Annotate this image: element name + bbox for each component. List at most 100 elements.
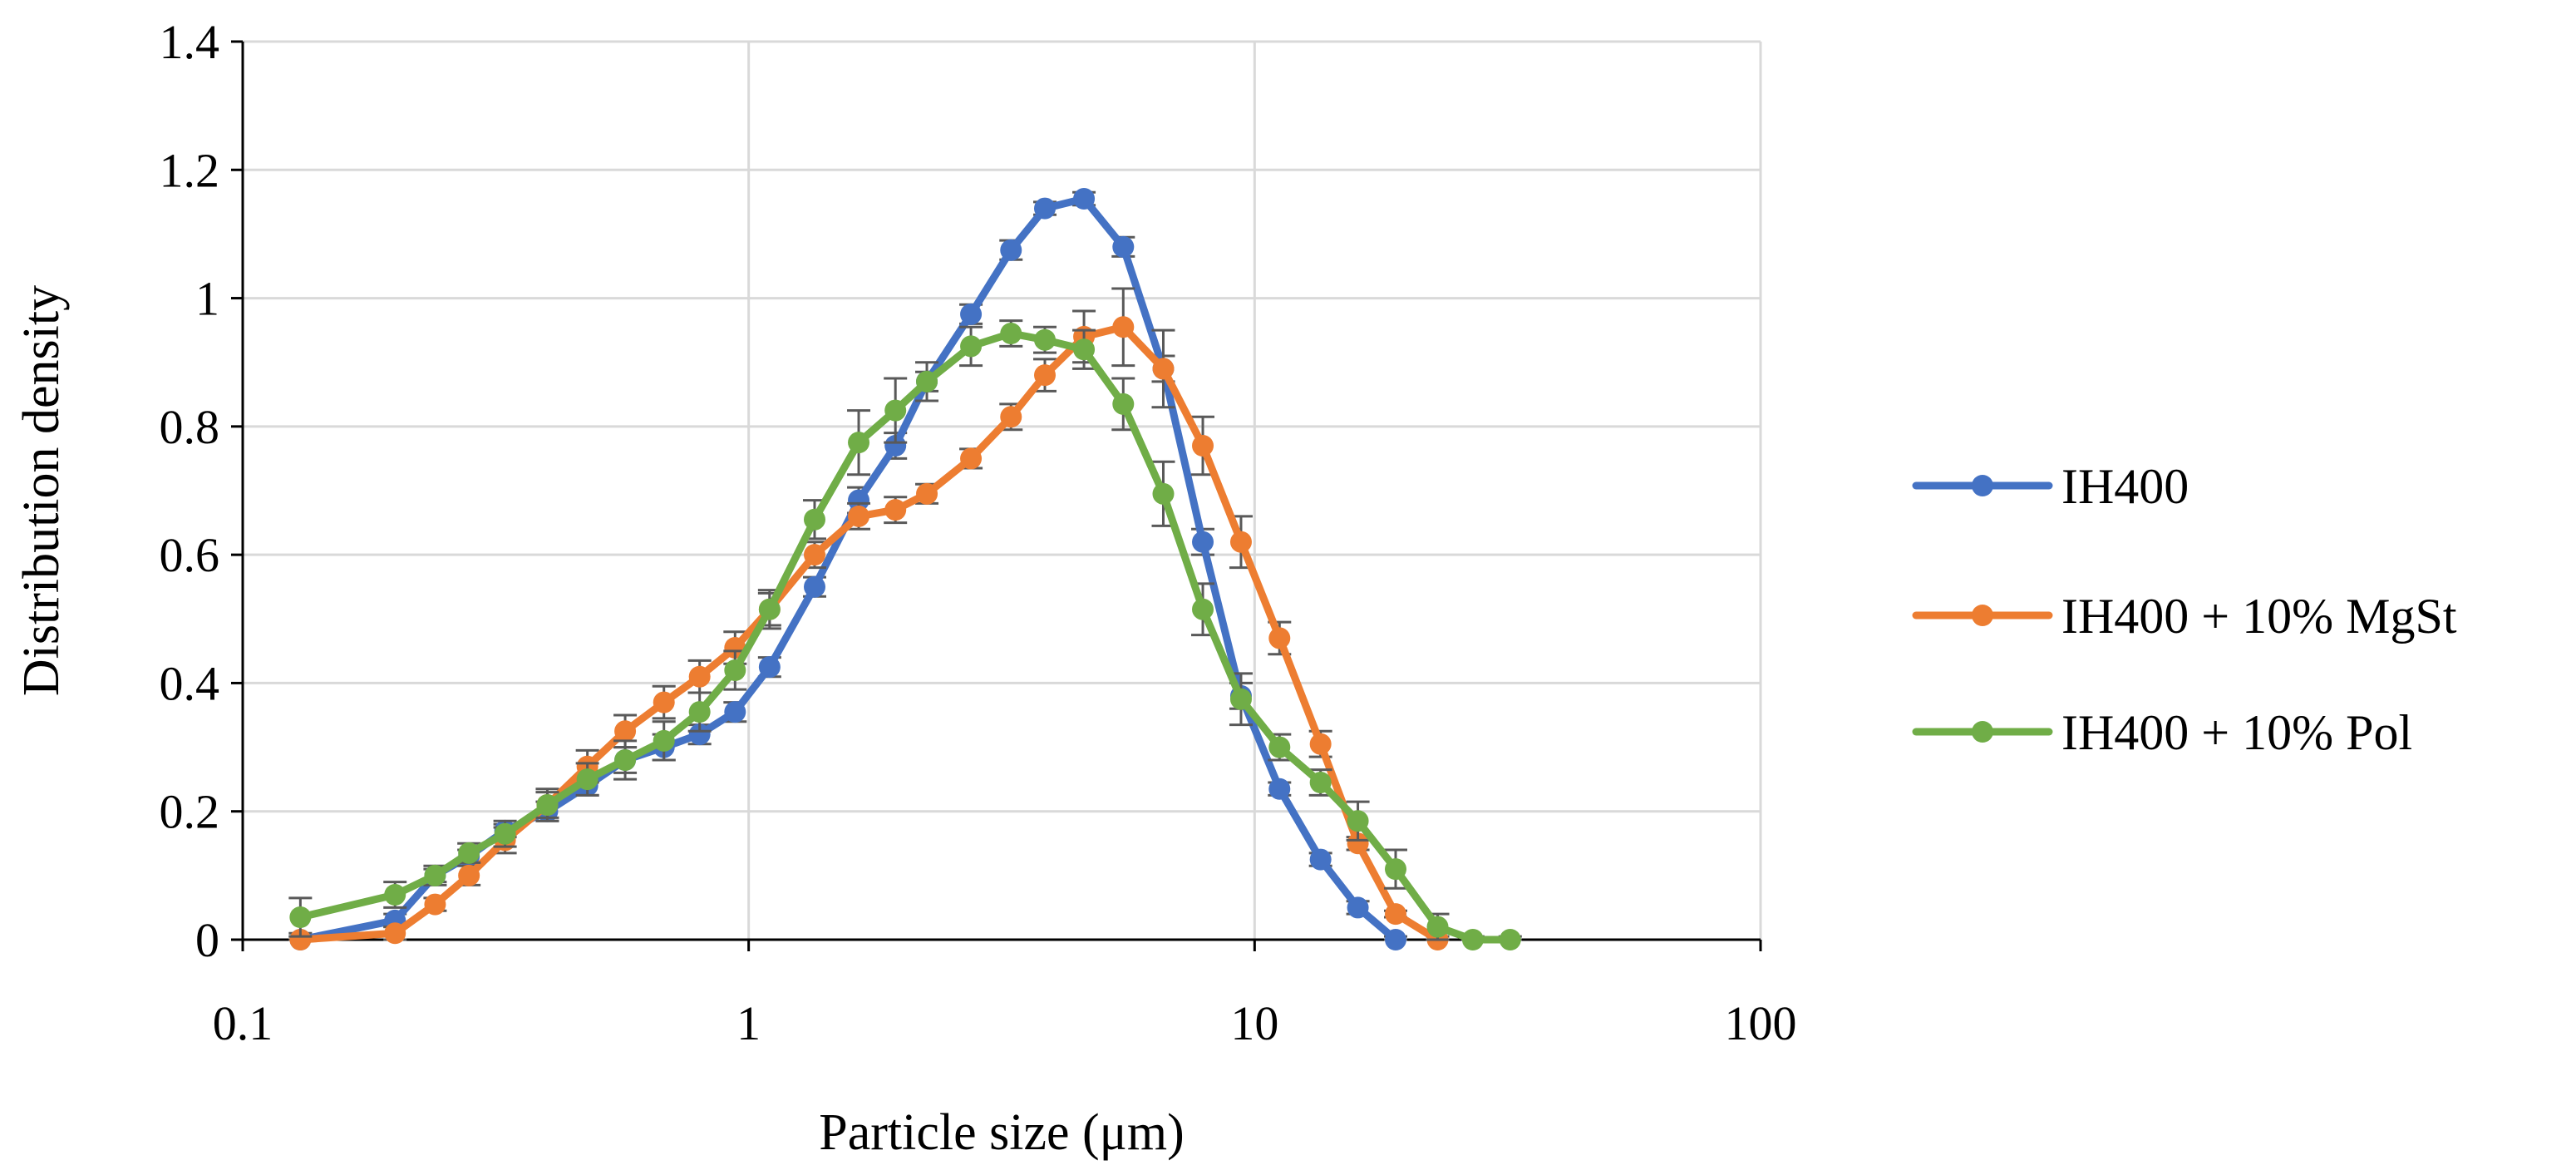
data-point	[1309, 772, 1332, 793]
data-point	[688, 665, 711, 688]
data-point	[884, 435, 907, 457]
data-point	[536, 794, 559, 816]
y-axis-title: Distribution density	[13, 285, 70, 696]
data-point	[1309, 848, 1332, 871]
legend-marker	[1972, 475, 1993, 496]
data-point	[1347, 810, 1369, 832]
data-point	[424, 864, 446, 886]
data-point	[1385, 929, 1407, 950]
legend-label: IH400	[2061, 459, 2189, 514]
data-point	[1229, 531, 1252, 553]
data-point	[424, 893, 446, 916]
data-point	[1347, 832, 1369, 855]
y-tick-label: 1.4	[160, 15, 220, 69]
data-point	[758, 598, 781, 620]
data-point	[1385, 903, 1407, 926]
x-tick-label: 100	[1725, 996, 1797, 1050]
data-point	[884, 399, 907, 422]
legend-item: IH400 + 10% MgSt	[1912, 589, 2457, 644]
data-point	[1192, 531, 1214, 553]
data-point	[1499, 929, 1521, 950]
legend: IH400 IH400 + 10% MgSt IH400 + 10% Pol	[1912, 459, 2457, 760]
data-point	[1000, 323, 1022, 344]
y-tick-label: 0	[195, 913, 219, 967]
data-point	[848, 489, 870, 511]
data-point	[576, 768, 598, 791]
data-point	[960, 447, 983, 470]
y-tick-label: 0.2	[160, 785, 220, 839]
data-point	[1034, 197, 1057, 220]
data-point	[848, 505, 870, 527]
data-point	[1461, 929, 1484, 950]
gridlines	[243, 40, 1762, 940]
data-point	[289, 929, 312, 950]
data-point	[1034, 364, 1057, 387]
data-point	[1268, 627, 1291, 649]
data-point	[1034, 328, 1057, 351]
y-tick-label: 0.6	[160, 528, 220, 582]
data-point	[724, 659, 746, 681]
data-point	[1112, 392, 1135, 415]
y-tick-label: 0.4	[160, 656, 220, 710]
legend-item: IH400 + 10% Pol	[1912, 705, 2412, 760]
legend-label: IH400 + 10% Pol	[2061, 705, 2412, 760]
data-point	[458, 864, 480, 886]
data-point	[916, 482, 938, 505]
legend-label: IH400 + 10% MgSt	[2061, 589, 2457, 644]
data-point	[916, 370, 938, 392]
x-tick-labels: 0.1 1 10 100	[213, 996, 1797, 1050]
data-point	[1268, 736, 1291, 758]
data-point	[1192, 598, 1214, 620]
data-point	[758, 656, 781, 679]
x-tick-label: 0.1	[213, 996, 273, 1050]
data-point	[614, 749, 637, 771]
data-point	[1229, 688, 1252, 710]
data-point	[289, 906, 312, 928]
data-point	[1268, 778, 1291, 800]
data-point	[1073, 338, 1096, 361]
data-point	[614, 720, 637, 743]
data-point	[1152, 358, 1175, 380]
y-tick-label: 1.2	[160, 143, 220, 197]
data-point	[960, 303, 983, 325]
data-point	[458, 842, 480, 864]
data-point	[653, 729, 675, 752]
legend-marker	[1972, 721, 1993, 743]
y-tick-labels: 0 0.2 0.4 0.6 0.8 1 1.2 1.4	[160, 15, 220, 967]
data-point	[688, 701, 711, 723]
y-tick-label: 1	[195, 272, 219, 326]
data-point	[960, 335, 983, 358]
x-tick-label: 10	[1230, 996, 1278, 1050]
data-point	[803, 575, 825, 598]
series-3	[288, 319, 1522, 950]
data-point	[1112, 235, 1135, 258]
legend-item: IH400	[1912, 459, 2189, 514]
data-point	[803, 544, 825, 566]
data-point	[1309, 733, 1332, 755]
data-point	[384, 922, 406, 945]
data-point	[1192, 435, 1214, 457]
data-point	[688, 723, 711, 746]
data-point	[1152, 482, 1175, 505]
data-point	[1426, 916, 1449, 938]
series-layer	[288, 188, 1522, 950]
y-tick-label: 0.8	[160, 400, 220, 454]
x-tick-label: 1	[736, 996, 761, 1050]
data-point	[1000, 239, 1022, 261]
data-point	[884, 499, 907, 521]
data-point	[1112, 316, 1135, 338]
data-point	[1347, 896, 1369, 919]
data-point	[724, 701, 746, 723]
legend-marker	[1972, 605, 1993, 626]
data-point	[653, 691, 675, 713]
data-point	[384, 884, 406, 906]
data-point	[848, 432, 870, 454]
data-point	[1073, 188, 1096, 210]
x-axis-title: Particle size (μm)	[819, 1104, 1185, 1161]
data-point	[1385, 858, 1407, 881]
data-point	[803, 508, 825, 531]
data-point	[494, 822, 516, 845]
data-point	[1000, 406, 1022, 428]
